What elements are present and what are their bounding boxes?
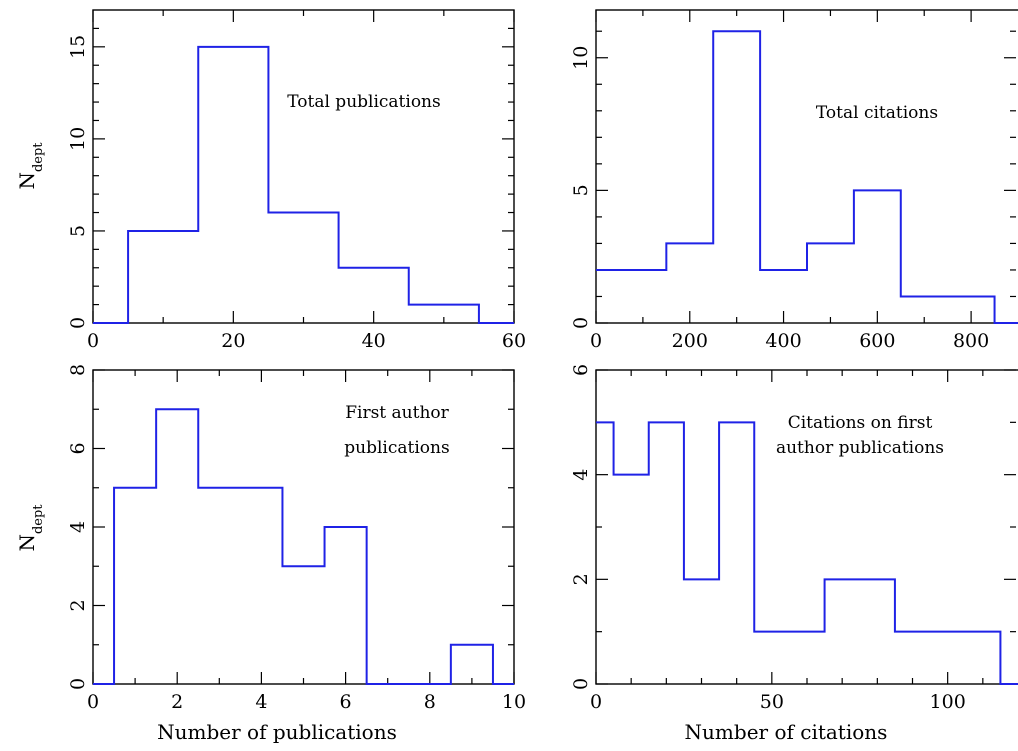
y-tick-label: 8 [67, 364, 89, 376]
x-tick-label: 0 [87, 330, 99, 352]
x-tick-label: 800 [953, 330, 989, 352]
panel-total-publications: 0 20 40 60 0 5 10 15 Total publications Ndept [15, 9, 526, 352]
x-tick-label: 200 [672, 330, 708, 352]
x-tick-label: 40 [362, 330, 386, 352]
plot-frame [595, 9, 1018, 324]
panel-total-citations: 0 200 400 600 800 0 5 10 Total citations [570, 9, 1018, 352]
axis-ticks: 0 50 100 0 2 4 6 [570, 364, 1016, 713]
axis-ticks: 0 20 40 60 0 5 10 15 [67, 10, 526, 352]
x-tick-label: 10 [502, 691, 526, 713]
x-tick-label: 4 [255, 691, 267, 713]
panel-annotation: Citations on first [788, 413, 933, 433]
x-tick-label: 50 [760, 691, 784, 713]
y-axis-title: Ndept [15, 142, 46, 190]
x-axis-title: Number of citations [685, 720, 888, 744]
y-tick-label: 2 [570, 573, 592, 585]
histogram-outline [596, 30, 1018, 324]
y-axis-title: Ndept [15, 504, 46, 552]
x-tick-label: 6 [340, 691, 352, 713]
y-tick-label: 15 [67, 35, 89, 59]
y-tick-label: 4 [570, 469, 592, 481]
y-tick-label: 2 [67, 599, 89, 611]
y-tick-label: 5 [570, 184, 592, 196]
histogram-outline [93, 408, 514, 685]
histogram-outline [596, 421, 1018, 685]
x-tick-label: 8 [424, 691, 436, 713]
panel-annotation: First author [345, 403, 449, 423]
x-tick-label: 400 [765, 330, 801, 352]
y-tick-label: 0 [67, 317, 89, 329]
axis-ticks: 0 200 400 600 800 0 5 10 [570, 10, 1016, 352]
panel-citations-first-author: 0 50 100 0 2 4 6 Citations on first author pub… [570, 364, 1018, 744]
x-tick-label: 600 [859, 330, 895, 352]
x-tick-label: 60 [502, 330, 526, 352]
plot-frame [92, 9, 515, 324]
y-tick-label: 10 [570, 46, 592, 70]
panel-first-author-publications: 0 2 4 6 8 10 0 2 4 6 8 First author publications N… [15, 364, 526, 744]
y-tick-label: 10 [67, 127, 89, 151]
axis-ticks: 0 2 4 6 8 10 0 2 4 6 8 [67, 364, 526, 713]
y-tick-label: 0 [67, 678, 89, 690]
y-tick-label: 5 [67, 225, 89, 237]
panel-annotation-line-2: publications [344, 438, 449, 458]
y-tick-label: 4 [67, 521, 89, 533]
y-tick-label: 0 [570, 317, 592, 329]
x-tick-label: 20 [221, 330, 245, 352]
x-axis-title: Number of publications [157, 720, 397, 744]
x-tick-label: 0 [590, 330, 602, 352]
x-tick-label: 0 [87, 691, 99, 713]
x-tick-label: 2 [171, 691, 183, 713]
y-tick-label: 0 [570, 678, 592, 690]
panel-annotation-line-2: author publications [776, 438, 944, 458]
y-tick-label: 6 [67, 442, 89, 454]
histogram-outline [93, 45, 514, 324]
x-tick-label: 100 [930, 691, 966, 713]
panel-annotation: Total citations [816, 103, 938, 123]
panel-annotation: Total publications [287, 92, 440, 112]
x-tick-label: 0 [590, 691, 602, 713]
y-tick-label: 6 [570, 364, 592, 376]
